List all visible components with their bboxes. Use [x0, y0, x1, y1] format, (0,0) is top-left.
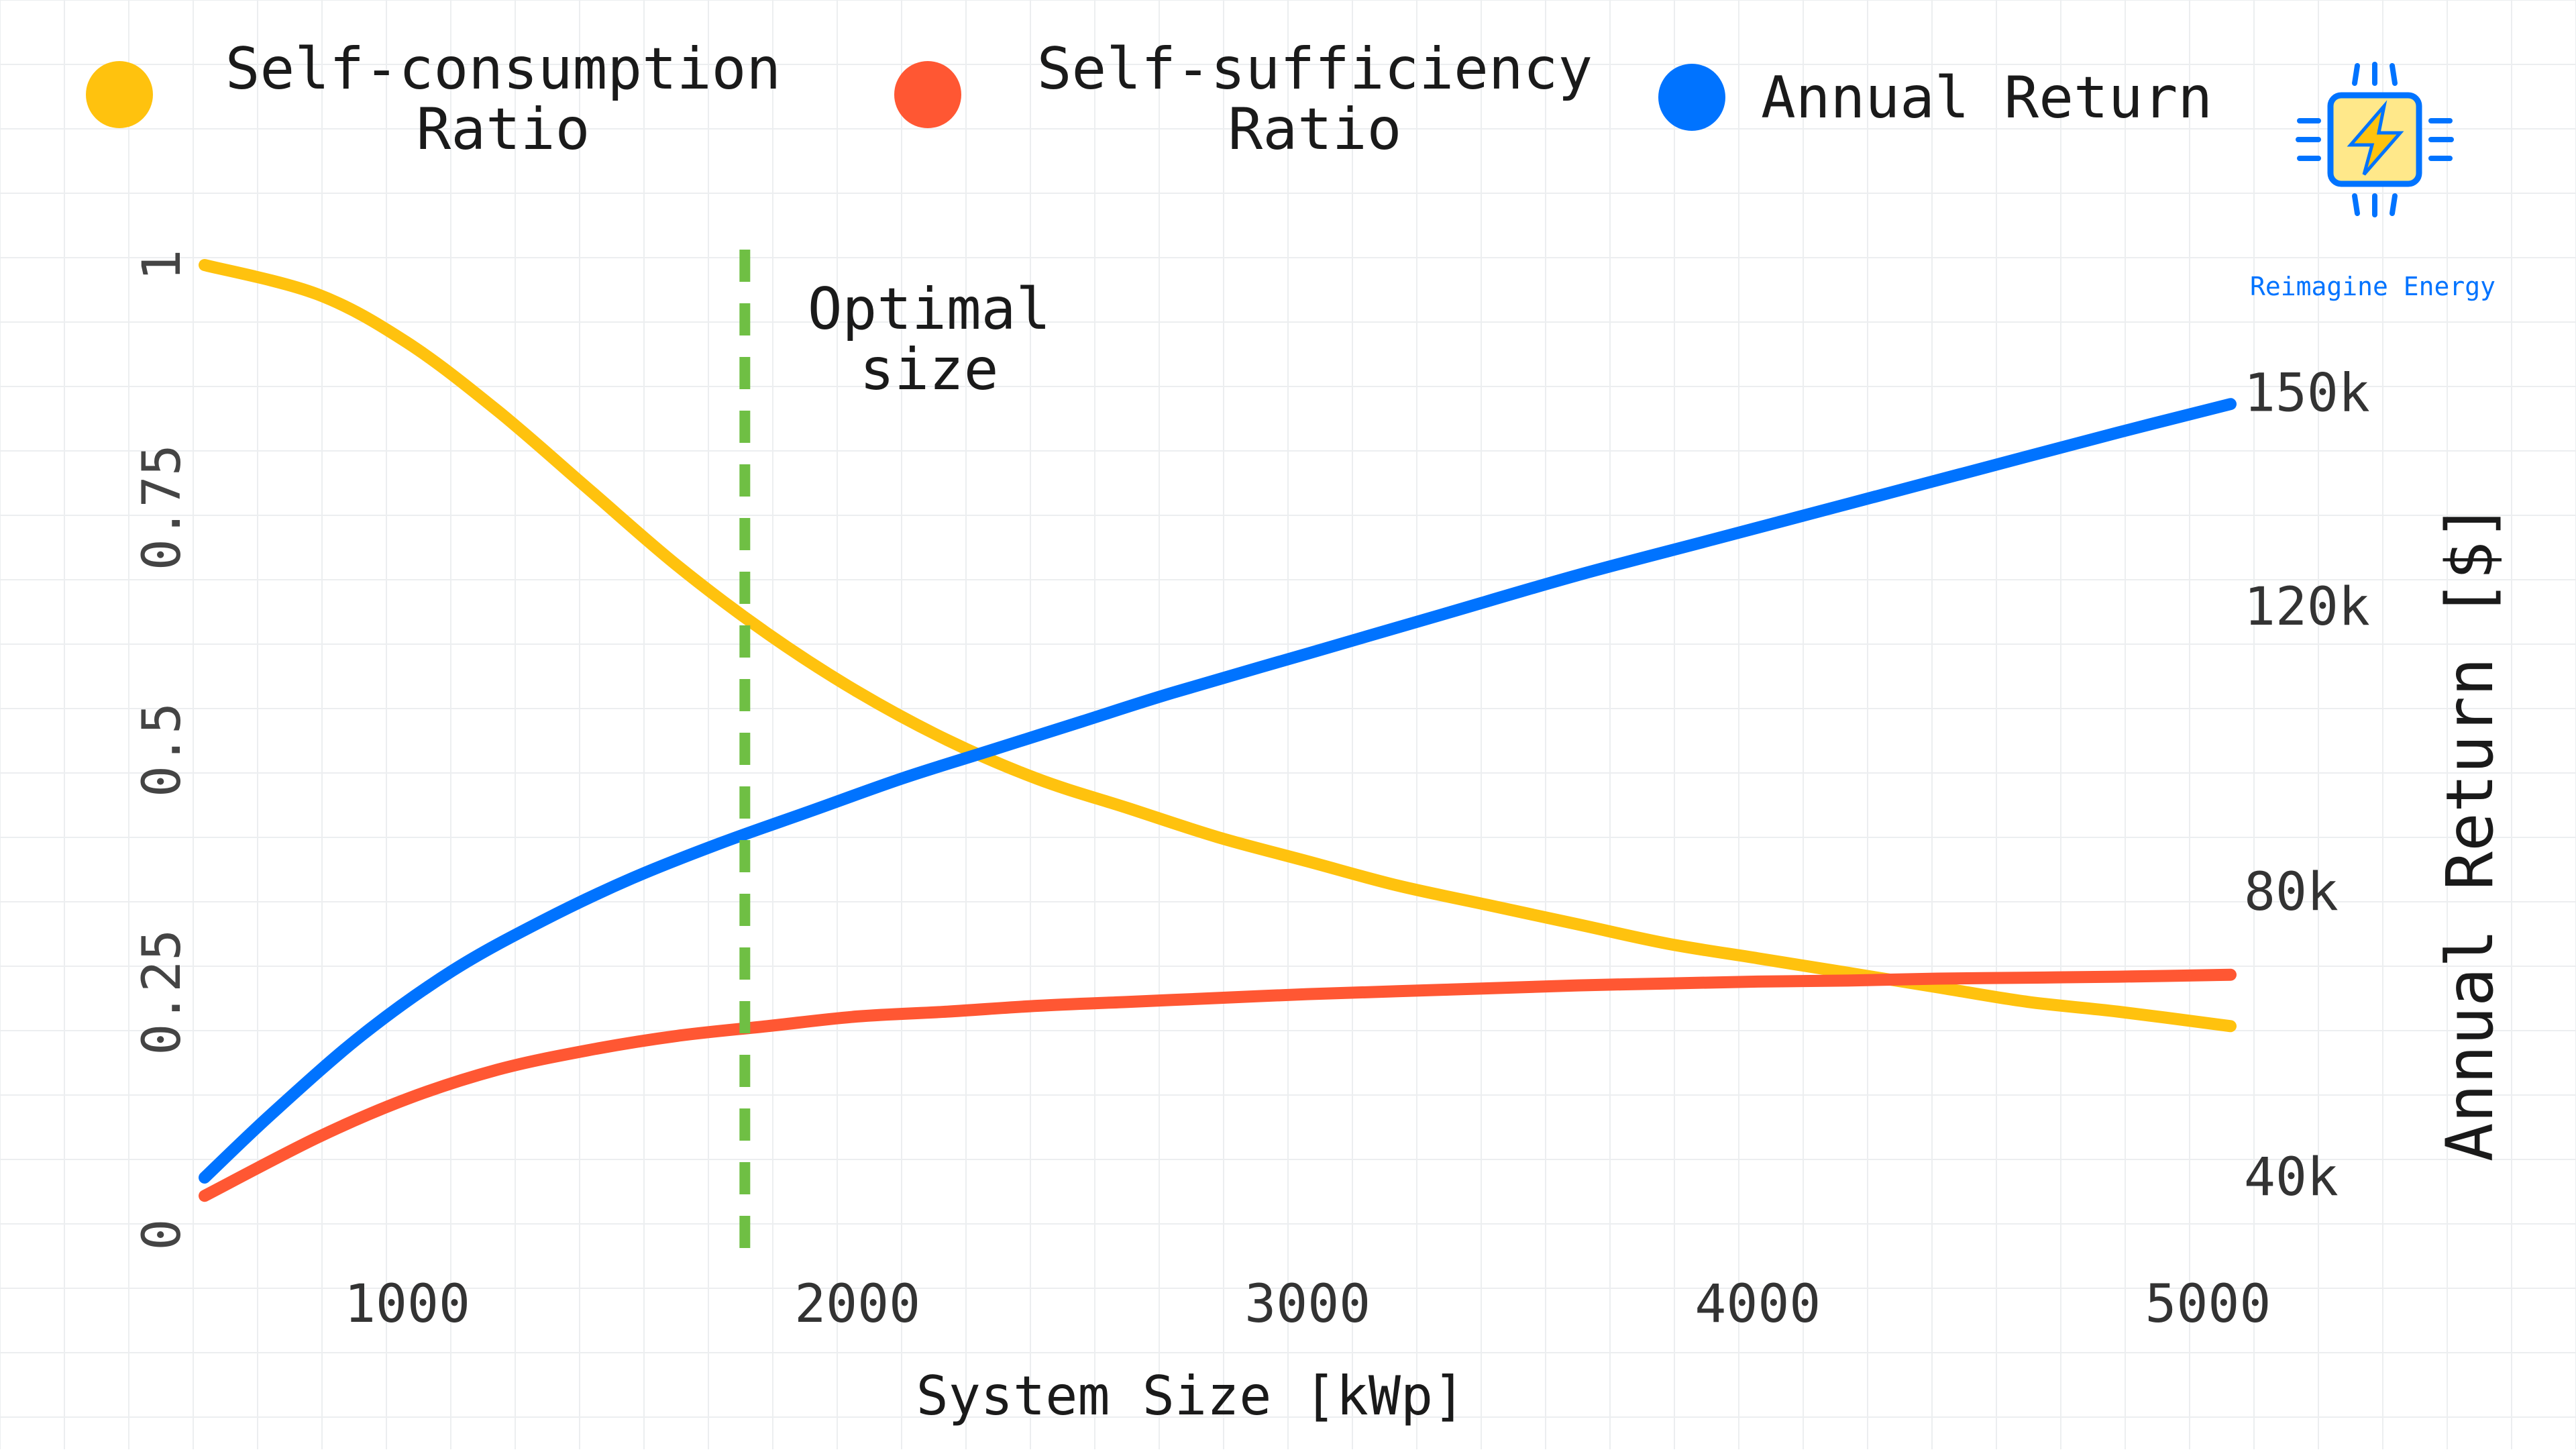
logo-text: Reimagine Energy [2250, 272, 2496, 301]
legend-marker-annual-return [1658, 64, 1725, 131]
x-tick-label: 3000 [1244, 1274, 1371, 1335]
legend-label-annual-return: Annual Return [1761, 64, 2212, 132]
y-left-tick-label: 0.25 [132, 929, 193, 1055]
series-annual-return-line [199, 398, 2237, 1184]
series-lines [199, 259, 2237, 1202]
legend-label-self-consumption-line1: Self-consumption [225, 36, 781, 103]
axis-ticks: 1000 2000 3000 4000 5000 0 0.25 0.5 0.75 1 40k 80k 1… [132, 250, 2370, 1335]
y-left-tick-label: 0 [132, 1219, 193, 1251]
legend-label-self-sufficiency-line1: Self-sufficiency [1037, 36, 1593, 103]
y-right-tick-label: 150k [2244, 363, 2370, 423]
y-axis-right-label: Annual Return [$] [2432, 503, 2508, 1162]
logo: Reimagine Energy [2250, 62, 2496, 301]
x-tick-label: 2000 [794, 1274, 920, 1335]
y-left-tick-label: 0.75 [132, 444, 193, 570]
x-axis-label: System Size [kWp] [916, 1365, 1466, 1427]
legend-marker-self-sufficiency [894, 61, 961, 128]
lightning-chip-icon [2296, 62, 2454, 217]
series-self-consumption-line [199, 259, 2237, 1033]
optimal-size-label: Optimal [808, 276, 1051, 343]
y-right-tick-label: 120k [2244, 577, 2370, 637]
y-left-tick-label: 0.5 [132, 703, 193, 797]
legend-label-self-sufficiency-line2: Ratio [1228, 96, 1402, 163]
x-tick-label: 1000 [344, 1274, 470, 1335]
y-right-tick-label: 80k [2244, 862, 2339, 923]
y-right-tick-label: 40k [2244, 1147, 2339, 1208]
legend-label-self-consumption-line2: Ratio [417, 96, 590, 163]
y-left-tick-label: 1 [132, 250, 193, 281]
x-tick-label: 5000 [2145, 1274, 2271, 1335]
legend-marker-self-consumption [86, 61, 153, 128]
legend: Self-consumption Ratio Self-sufficiency … [86, 36, 2212, 163]
x-tick-label: 4000 [1695, 1274, 1821, 1335]
optimal-size-label: size [859, 336, 998, 403]
series-self-sufficiency-line [199, 968, 2237, 1202]
